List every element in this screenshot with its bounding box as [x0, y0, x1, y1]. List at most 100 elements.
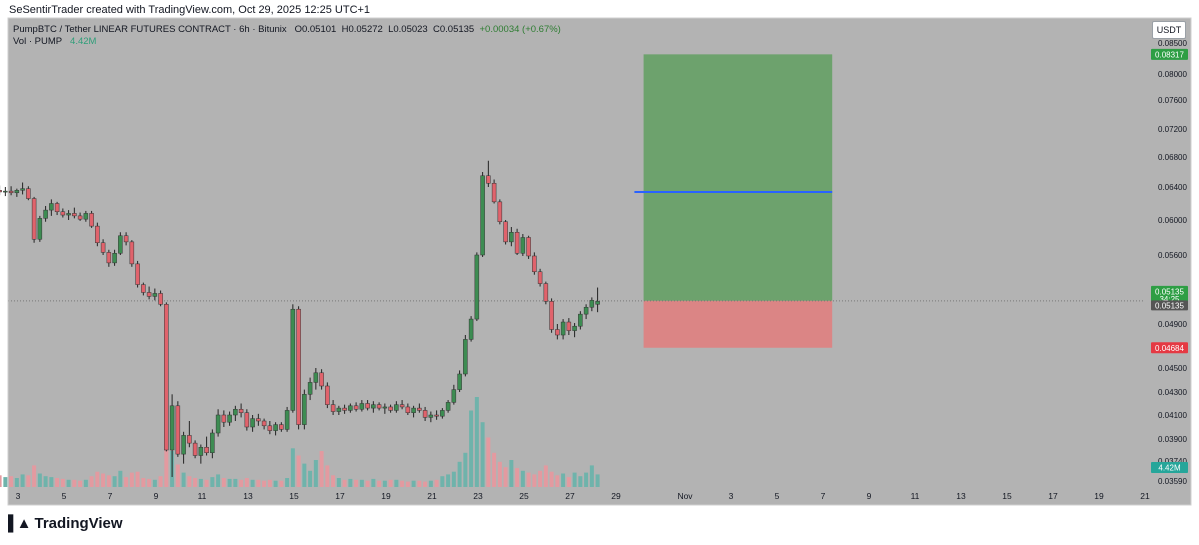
candle-body: [302, 394, 307, 425]
y-tick-label: 0.06400: [1158, 183, 1187, 192]
candle-body: [399, 404, 405, 408]
volume-bar: [595, 474, 600, 487]
volume-bar: [308, 470, 313, 487]
volume-bar: [124, 477, 129, 487]
candle-body: [49, 203, 54, 211]
x-tick-label: 7: [108, 491, 113, 501]
x-tick-label: 9: [154, 491, 159, 501]
volume-bar: [32, 465, 37, 487]
candle-body: [509, 232, 514, 243]
candle-body: [267, 425, 273, 431]
candle-body: [336, 407, 342, 412]
volume-bar: [348, 478, 353, 487]
y-tick-label: 0.07600: [1158, 96, 1187, 105]
y-tick-label: 0.08000: [1158, 70, 1187, 79]
x-tick-label: 13: [956, 491, 966, 501]
volume-bar: [244, 478, 249, 487]
candle-body: [66, 213, 71, 216]
volume-bar: [388, 479, 393, 487]
stop-loss-zone: [643, 300, 833, 348]
volume-bar: [331, 475, 336, 487]
candle-body: [72, 213, 77, 217]
candle-body: [26, 188, 31, 199]
x-tick-label: 27: [565, 491, 575, 501]
volume-bar: [181, 472, 186, 487]
candle-body: [284, 410, 290, 430]
candle-body: [169, 405, 175, 451]
candle-body: [497, 201, 503, 223]
volume-bar: [520, 470, 525, 487]
volume-bar: [561, 473, 566, 487]
low-value: 0.05023: [393, 24, 428, 35]
volume-bar: [411, 480, 416, 487]
volume-bar: [187, 476, 192, 487]
candle-body: [20, 188, 25, 191]
volume-bar: [526, 472, 531, 487]
volume-bar: [49, 477, 54, 487]
volume-bar: [515, 468, 520, 487]
candle-body: [491, 183, 497, 203]
candle-body: [54, 203, 60, 212]
candle-body: [555, 329, 560, 336]
candle-body: [221, 414, 227, 423]
candle-body: [474, 254, 480, 320]
candle-body: [123, 235, 129, 243]
currency-unit-button[interactable]: USDT: [1152, 21, 1186, 39]
volume-badge: 4.42M: [1158, 464, 1181, 473]
volume-bar: [313, 460, 318, 487]
candle-body: [417, 407, 422, 411]
tradingview-logo[interactable]: ▌▲ TradingView: [8, 515, 123, 532]
volume-bar: [382, 480, 387, 487]
candle-body: [394, 404, 399, 411]
volume-bar: [221, 478, 226, 487]
volume-bar: [256, 479, 261, 487]
volume-bar: [377, 480, 382, 487]
candle-body: [141, 284, 146, 293]
candle-body: [14, 190, 20, 194]
candle-body: [486, 175, 491, 184]
candle-body: [204, 447, 209, 453]
close-label: C: [433, 24, 440, 35]
candle-body: [313, 372, 319, 383]
candle-body: [480, 175, 485, 256]
x-tick-label: 9: [867, 491, 872, 501]
profit-zone: [643, 54, 833, 301]
candle-body: [388, 406, 393, 411]
volume-bar: [158, 476, 163, 487]
y-tick-label: 0.04500: [1158, 364, 1187, 373]
candle-body: [457, 373, 462, 390]
volume-bar: [152, 479, 157, 487]
volume-bar: [20, 474, 25, 487]
candle-body: [60, 211, 66, 216]
chart-legend: PumpBTC / Tether LINEAR FUTURES CONTRACT…: [13, 24, 561, 48]
volume-bar: [60, 478, 65, 487]
volume-bar: [451, 471, 456, 487]
volume-bar: [101, 473, 106, 487]
target-price-badge-bg: [1151, 48, 1188, 60]
candle-body: [158, 293, 163, 305]
y-tick-label: 0.03900: [1158, 435, 1187, 444]
volume-bar: [342, 479, 347, 487]
volume-bar: [112, 476, 117, 487]
current-price-badge: 0.05135: [1155, 287, 1184, 296]
volume-bar: [405, 481, 410, 487]
x-tick-label: Nov: [677, 491, 693, 501]
volume-bar: [43, 476, 48, 487]
candle-body: [100, 242, 106, 253]
price-axis-area: [1145, 18, 1191, 487]
x-tick-label: 11: [198, 491, 207, 501]
candle-body: [566, 321, 572, 331]
candle-body: [215, 414, 221, 434]
volume-bar: [204, 479, 209, 487]
volume-bar: [198, 478, 203, 487]
candle-body: [129, 241, 135, 265]
x-tick-label: 5: [775, 491, 780, 501]
candle-body: [238, 409, 244, 413]
volume-bar: [262, 480, 267, 487]
candle-body: [307, 382, 313, 395]
volume-bar: [193, 478, 198, 487]
candle-body: [118, 235, 123, 254]
candle-body: [589, 300, 595, 308]
volume-bar: [555, 475, 560, 487]
